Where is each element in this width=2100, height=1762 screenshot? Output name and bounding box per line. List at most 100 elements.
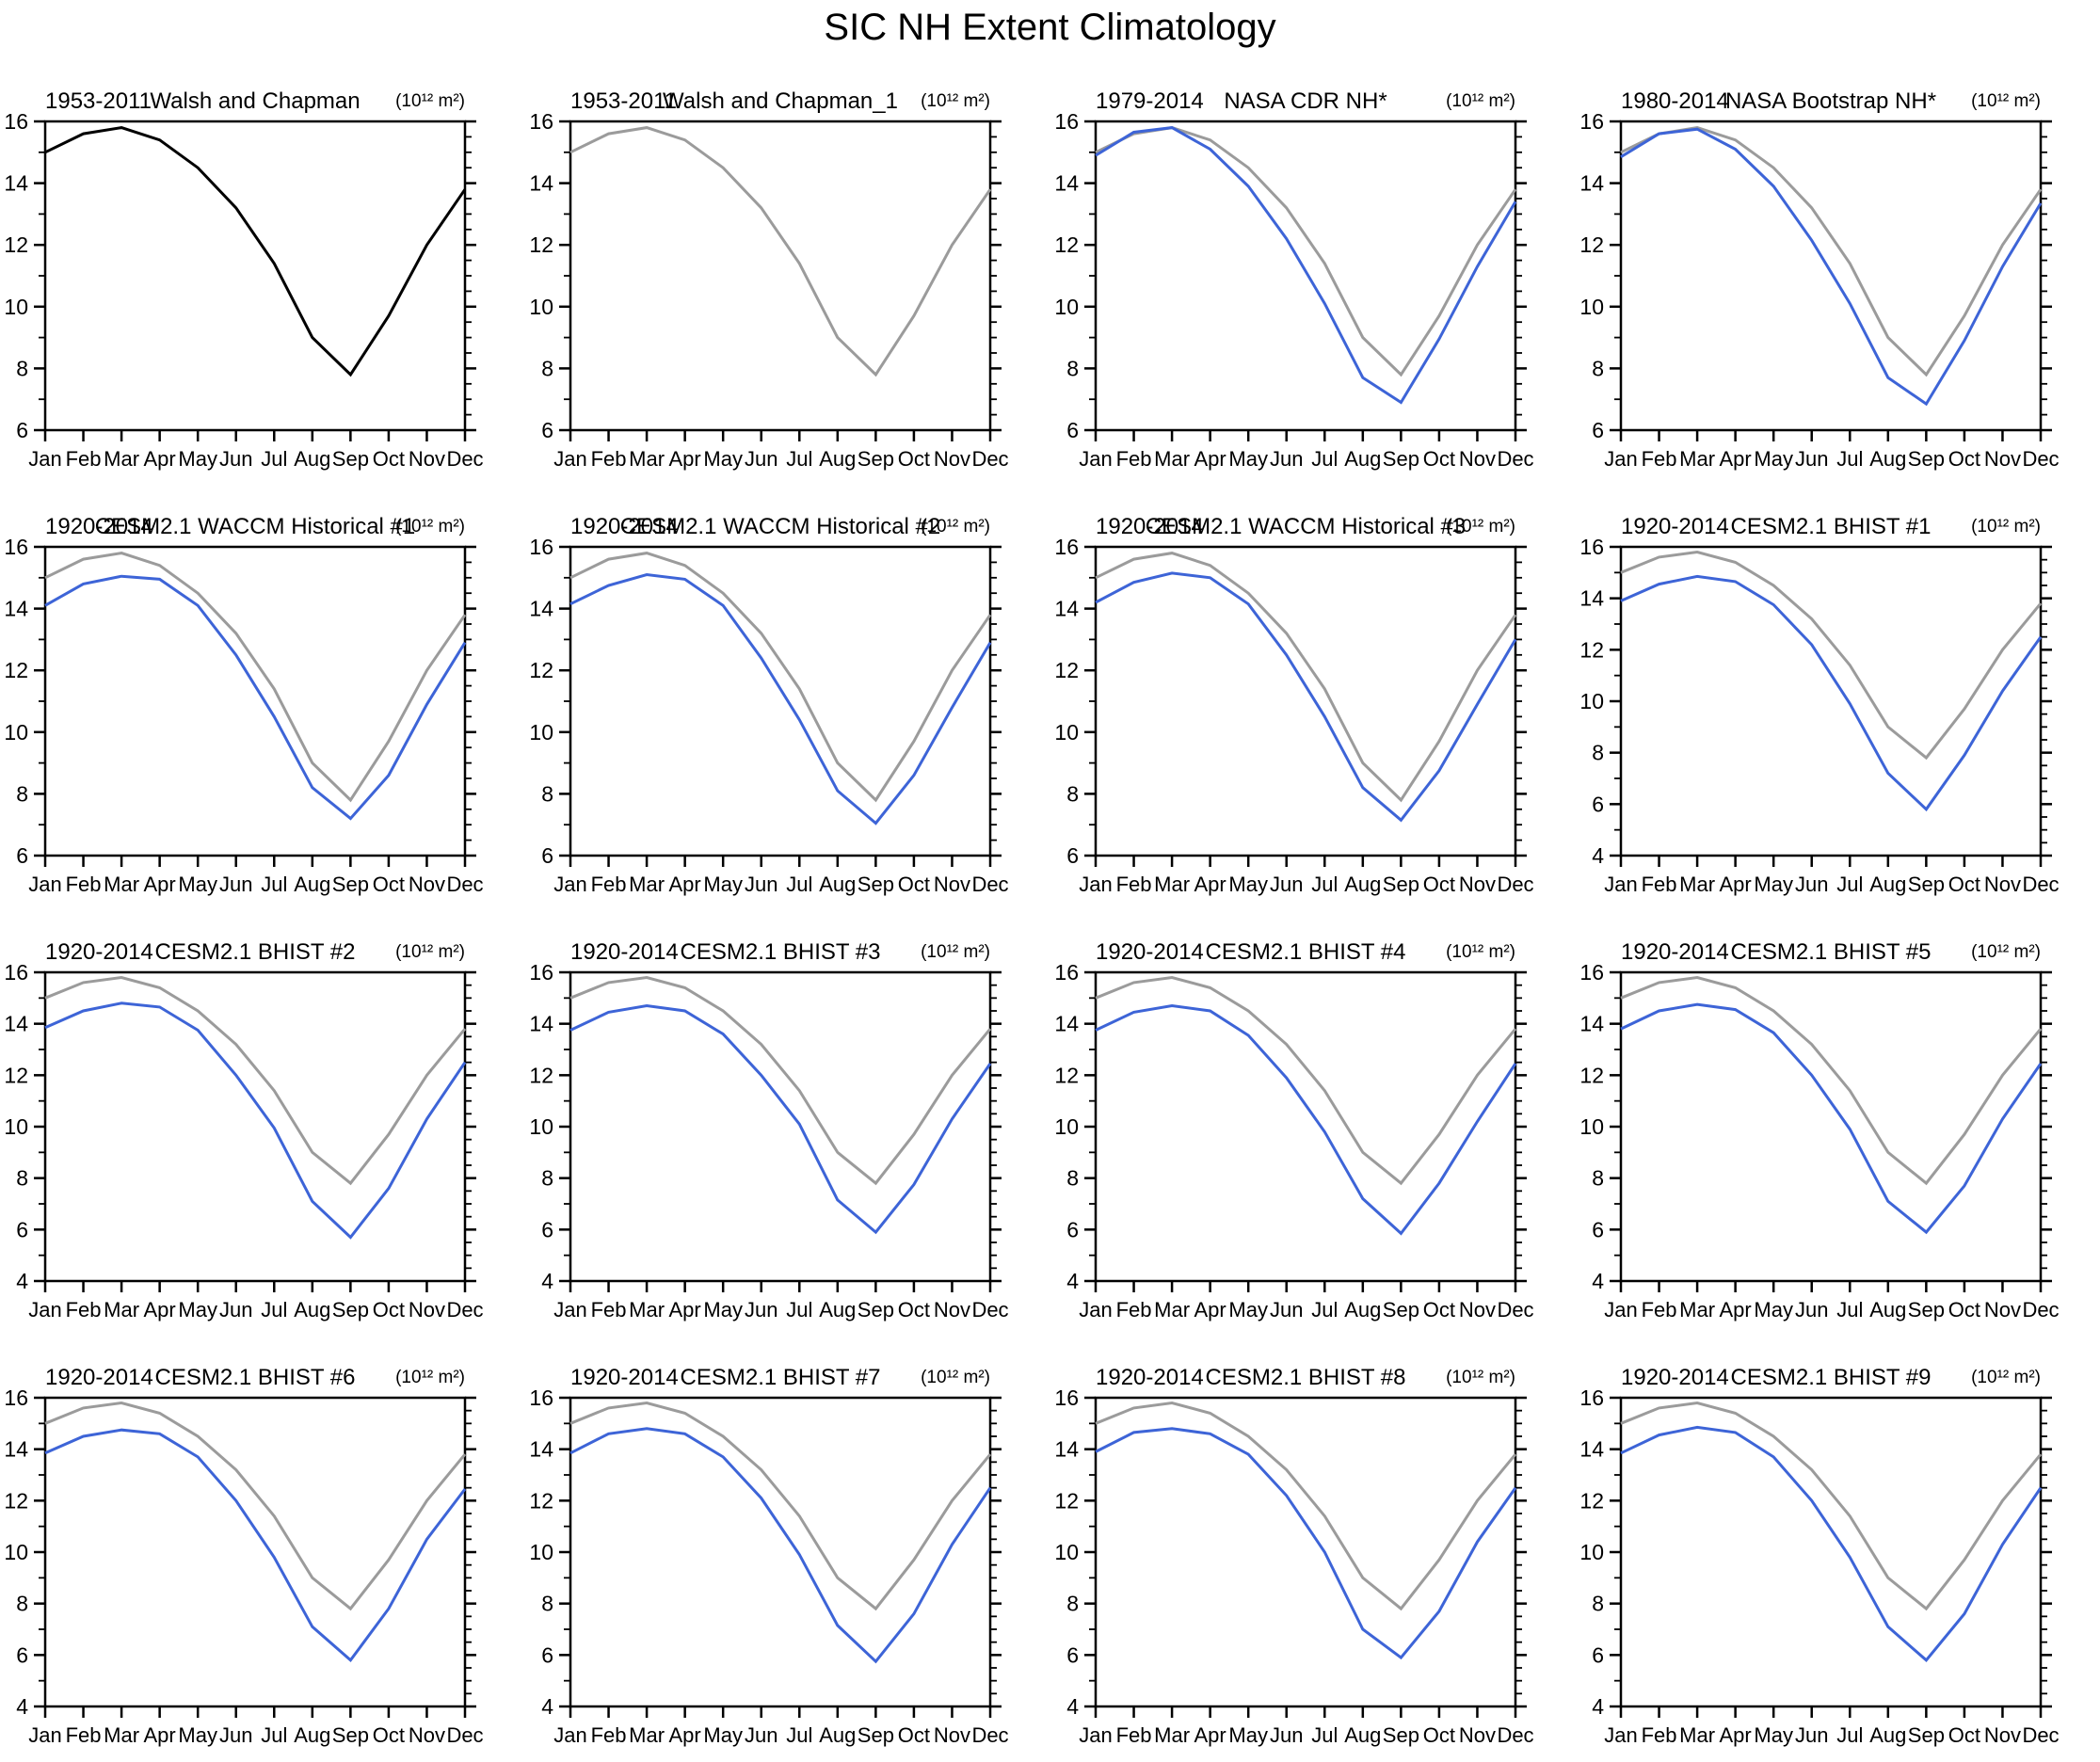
series-line-model xyxy=(44,1001,467,1240)
x-month-label: Nov xyxy=(409,1723,445,1747)
y-tick-label: 16 xyxy=(1579,1386,1604,1410)
panel-units-label: (10¹² m²) xyxy=(1446,1368,1515,1387)
x-month-label: Sep xyxy=(858,1723,894,1747)
x-month-label: Nov xyxy=(1984,1298,2021,1322)
y-tick-label: 16 xyxy=(4,960,28,985)
x-month-label: Jul xyxy=(1311,447,1338,471)
panel-period-label: 1980-2014 xyxy=(1621,88,1729,114)
panel-title: CESM2.1 BHIST #1 xyxy=(1730,514,1932,539)
panel-units-label: (10¹² m²) xyxy=(395,942,465,962)
climatology-panel: 1920-2014 CESM2.1 WACCM Historical #3 (1… xyxy=(1050,478,1576,904)
climatology-panel: 1920-2014 CESM2.1 BHIST #2 (10¹² m²) 4 6 8… xyxy=(0,904,525,1329)
x-month-label: Jun xyxy=(219,873,252,896)
y-tick-label: 8 xyxy=(541,781,553,806)
x-month-label: Feb xyxy=(591,1298,627,1322)
x-month-label: Dec xyxy=(971,873,1008,896)
y-tick-label: 14 xyxy=(4,1437,28,1462)
y-tick-label: 4 xyxy=(1592,1694,1604,1719)
y-tick-label: 14 xyxy=(4,171,28,196)
x-month-label: Nov xyxy=(409,447,445,471)
climatology-chart: 4 6 8 10 12 14 16 Jan Feb Mar Apr May Jun Jul Aug Sep Oc… xyxy=(4,960,483,1322)
x-month-label: May xyxy=(1228,1723,1268,1747)
y-tick-label: 10 xyxy=(529,295,553,319)
y-tick-label: 10 xyxy=(529,720,553,745)
panel-title: Walsh and Chapman xyxy=(150,88,361,114)
panel-units-label: (10¹² m²) xyxy=(921,942,990,962)
x-month-label: Mar xyxy=(104,873,139,896)
x-month-label: Jun xyxy=(1795,873,1828,896)
x-month-label: Dec xyxy=(446,873,483,896)
x-month-label: Apr xyxy=(669,447,701,471)
series-line-model xyxy=(569,1003,992,1235)
y-tick-label: 14 xyxy=(529,171,553,196)
series-line-model xyxy=(1620,1425,2043,1662)
y-tick-label: 14 xyxy=(1054,171,1079,196)
x-month-label: Jun xyxy=(745,1723,777,1747)
y-tick-label: 8 xyxy=(1066,356,1079,380)
x-month-label: Mar xyxy=(104,447,139,471)
x-month-label: Feb xyxy=(1116,447,1152,471)
y-tick-label: 8 xyxy=(541,356,553,380)
x-month-label: May xyxy=(1228,1298,1268,1322)
x-month-label: Mar xyxy=(1679,1298,1715,1322)
x-month-label: Jul xyxy=(261,447,287,471)
x-month-label: Aug xyxy=(294,1723,330,1747)
y-tick-label: 8 xyxy=(16,1166,28,1191)
x-month-label: Apr xyxy=(1194,1298,1226,1322)
panel-units-label: (10¹² m²) xyxy=(1971,517,2041,537)
panel-units-label: (10¹² m²) xyxy=(1446,91,1515,111)
x-month-label: Feb xyxy=(591,1723,627,1747)
panel-period-label: 1920-2014 xyxy=(45,939,153,965)
panel-period-label: 1920-2014 xyxy=(1621,1365,1729,1390)
x-month-label: Jan xyxy=(553,1298,586,1322)
x-month-label: Aug xyxy=(1869,447,1906,471)
panel-period-label: 1920-2014 xyxy=(570,514,679,539)
x-month-label: Sep xyxy=(1908,1298,1945,1322)
y-tick-label: 4 xyxy=(16,1694,28,1719)
climatology-chart: 4 6 8 10 12 14 16 Jan Feb Mar Apr May Jun Jul Aug Sep Oc… xyxy=(529,1386,1008,1747)
y-tick-label: 8 xyxy=(16,356,28,380)
panel-period-label: 1920-2014 xyxy=(1096,939,1204,965)
x-month-label: Mar xyxy=(1154,447,1190,471)
x-month-label: May xyxy=(178,1298,217,1322)
y-tick-label: 14 xyxy=(1054,1437,1079,1462)
y-tick-label: 4 xyxy=(1592,1269,1604,1293)
y-tick-label: 16 xyxy=(1054,1386,1079,1410)
panel-period-label: 1920-2014 xyxy=(45,514,153,539)
y-tick-label: 6 xyxy=(1592,418,1604,442)
plot-frame xyxy=(1094,970,1517,1283)
x-month-label: Jun xyxy=(1795,1723,1828,1747)
x-month-label: Dec xyxy=(2022,1723,2059,1747)
plot-frame xyxy=(1619,970,2043,1283)
x-month-label: Sep xyxy=(858,1298,894,1322)
panel-title: CESM2.1 WACCM Historical #3 xyxy=(1145,514,1467,539)
x-month-label: Oct xyxy=(898,1298,930,1322)
plot-frame xyxy=(1619,545,2043,857)
x-month-label: Jun xyxy=(219,1723,252,1747)
x-month-label: Nov xyxy=(934,447,970,471)
x-month-label: Sep xyxy=(858,873,894,896)
panel-units-label: (10¹² m²) xyxy=(1446,942,1515,962)
y-tick-label: 16 xyxy=(1579,109,1604,134)
x-month-label: Apr xyxy=(1720,1723,1752,1747)
y-tick-label: 10 xyxy=(1579,689,1604,713)
y-tick-label: 10 xyxy=(4,720,28,745)
x-month-label: Nov xyxy=(1459,1298,1496,1322)
climatology-panel: 1979-2014 NASA CDR NH* (10¹² m²) 6 8 10 12 1… xyxy=(1050,53,1576,478)
x-month-label: Jul xyxy=(786,873,812,896)
x-month-label: May xyxy=(1228,873,1268,896)
y-tick-label: 14 xyxy=(1579,586,1604,611)
climatology-panel: 1920-2014 CESM2.1 BHIST #5 (10¹² m²) 4 6 8… xyxy=(1576,904,2100,1329)
x-month-label: Oct xyxy=(898,873,930,896)
x-month-label: Jul xyxy=(786,447,812,471)
y-tick-label: 6 xyxy=(1066,418,1079,442)
series-line-reference xyxy=(569,126,992,377)
panel-units-label: (10¹² m²) xyxy=(1446,517,1515,537)
y-tick-label: 6 xyxy=(1592,1217,1604,1241)
x-month-label: Aug xyxy=(1344,1298,1381,1322)
plot-frame xyxy=(569,120,992,432)
x-month-label: Jul xyxy=(1311,1298,1338,1322)
plot-frame xyxy=(43,120,467,432)
x-month-label: Jul xyxy=(261,873,287,896)
x-month-label: May xyxy=(1754,447,1793,471)
